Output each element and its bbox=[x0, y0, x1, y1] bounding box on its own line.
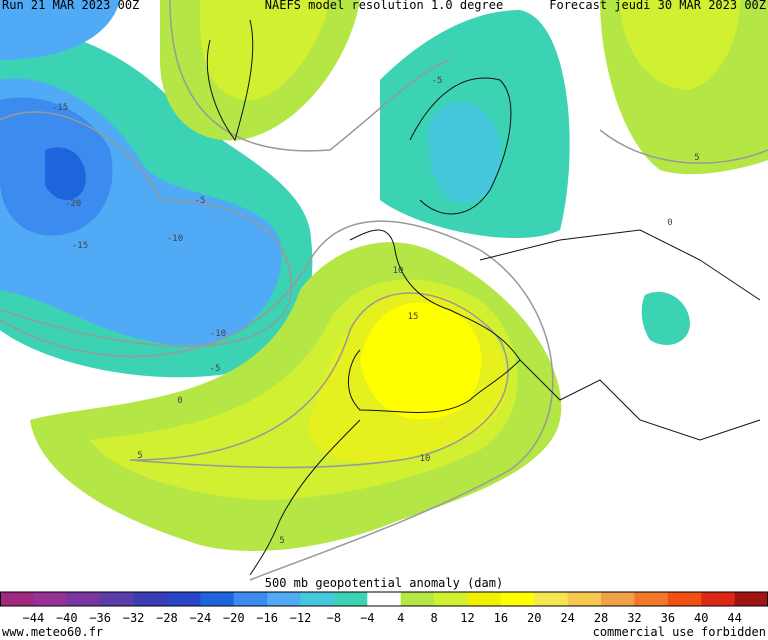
colorbar-segment bbox=[467, 592, 502, 606]
colorbar: −44 −40 −36 −32 −28 −24 −20 −16 −12 −8 −4 4 8 12 16 20 2… bbox=[0, 591, 768, 625]
contour-label: 10 bbox=[420, 454, 431, 464]
contour-label: 15 bbox=[408, 312, 419, 322]
colorbar-label: −16 bbox=[256, 611, 278, 625]
colorbar-segment bbox=[734, 592, 768, 606]
model-label: NAEFS model resolution 1.0 degree bbox=[265, 0, 503, 12]
contour-label: -10 bbox=[210, 329, 226, 339]
colorbar-label: 16 bbox=[494, 611, 508, 625]
colorbar-label: 20 bbox=[527, 611, 541, 625]
colorbar-segment bbox=[534, 592, 569, 606]
colorbar-segment bbox=[0, 592, 34, 606]
colorbar-label: −32 bbox=[123, 611, 145, 625]
colorbar-segment bbox=[267, 592, 302, 606]
colorbar-segment bbox=[367, 592, 402, 606]
colorbar-label: 40 bbox=[694, 611, 708, 625]
contour-label: 0 bbox=[667, 218, 672, 228]
colorbar-label: 8 bbox=[430, 611, 437, 625]
colorbar-segment bbox=[166, 592, 201, 606]
colorbar-segment bbox=[66, 592, 101, 606]
notice: commercial use forbidden bbox=[593, 625, 766, 639]
colorbar-segment bbox=[200, 592, 235, 606]
colorbar-label: −20 bbox=[223, 611, 245, 625]
colorbar-label: −24 bbox=[190, 611, 212, 625]
colorbar-segment bbox=[601, 592, 635, 606]
contour-label: -15 bbox=[52, 103, 68, 113]
contour-label: -20 bbox=[65, 199, 81, 209]
colorbar-segment bbox=[434, 592, 468, 606]
colorbar-label: 12 bbox=[460, 611, 474, 625]
colorbar-label: −28 bbox=[156, 611, 178, 625]
contour-label: -5 bbox=[195, 196, 206, 206]
contour-label: 5 bbox=[137, 451, 142, 461]
colorbar-label: −12 bbox=[290, 611, 312, 625]
colorbar-segment bbox=[33, 592, 68, 606]
colorbar-label: 28 bbox=[594, 611, 608, 625]
colorbar-label: 24 bbox=[560, 611, 574, 625]
colorbar-label: 36 bbox=[661, 611, 675, 625]
colorbar-segment bbox=[233, 592, 268, 606]
colorbar-segment bbox=[100, 592, 135, 606]
legend-title: 500 mb geopotential anomaly (dam) bbox=[265, 576, 503, 590]
colorbar-label: −8 bbox=[327, 611, 341, 625]
colorbar-segment bbox=[333, 592, 368, 606]
site: www.meteo60.fr bbox=[2, 625, 103, 639]
contour-label: -5 bbox=[432, 76, 443, 86]
colorbar-segment bbox=[667, 592, 702, 606]
colorbar-segment bbox=[634, 592, 669, 606]
anomaly-fields bbox=[0, 0, 768, 551]
colorbar-label: 44 bbox=[727, 611, 741, 625]
contour-label: 10 bbox=[393, 266, 404, 276]
contour-label: -10 bbox=[167, 234, 183, 244]
colorbar-label: 32 bbox=[627, 611, 641, 625]
contour-label: 0 bbox=[177, 396, 182, 406]
colorbar-label: −36 bbox=[89, 611, 111, 625]
contour-label: 5 bbox=[279, 536, 284, 546]
run-label: Run 21 MAR 2023 00Z bbox=[2, 0, 139, 12]
colorbar-segment bbox=[400, 592, 435, 606]
coastlines bbox=[206, 19, 761, 576]
contour-label: -15 bbox=[72, 241, 88, 251]
colorbar-label: −44 bbox=[23, 611, 45, 625]
contour-label: 5 bbox=[694, 153, 699, 163]
colorbar-segment bbox=[500, 592, 535, 606]
colorbar-label: −40 bbox=[56, 611, 78, 625]
colorbar-segment bbox=[567, 592, 602, 606]
forecast-label: Forecast jeudi 30 MAR 2023 00Z bbox=[549, 0, 766, 12]
colorbar-segment bbox=[300, 592, 335, 606]
contour-labels: -15 -20 -15 -5 -10 -10 -5 0 5 5 10 15 10 -5 5 0 bbox=[52, 76, 700, 546]
colorbar-segment bbox=[701, 592, 736, 606]
colorbar-label: 4 bbox=[397, 611, 404, 625]
contours bbox=[0, 0, 768, 581]
colorbar-label: −4 bbox=[360, 611, 374, 625]
header: Run 21 MAR 2023 00Z NAEFS model resoluti… bbox=[2, 0, 766, 12]
contour-label: -5 bbox=[210, 364, 221, 374]
colorbar-segment bbox=[133, 592, 168, 606]
